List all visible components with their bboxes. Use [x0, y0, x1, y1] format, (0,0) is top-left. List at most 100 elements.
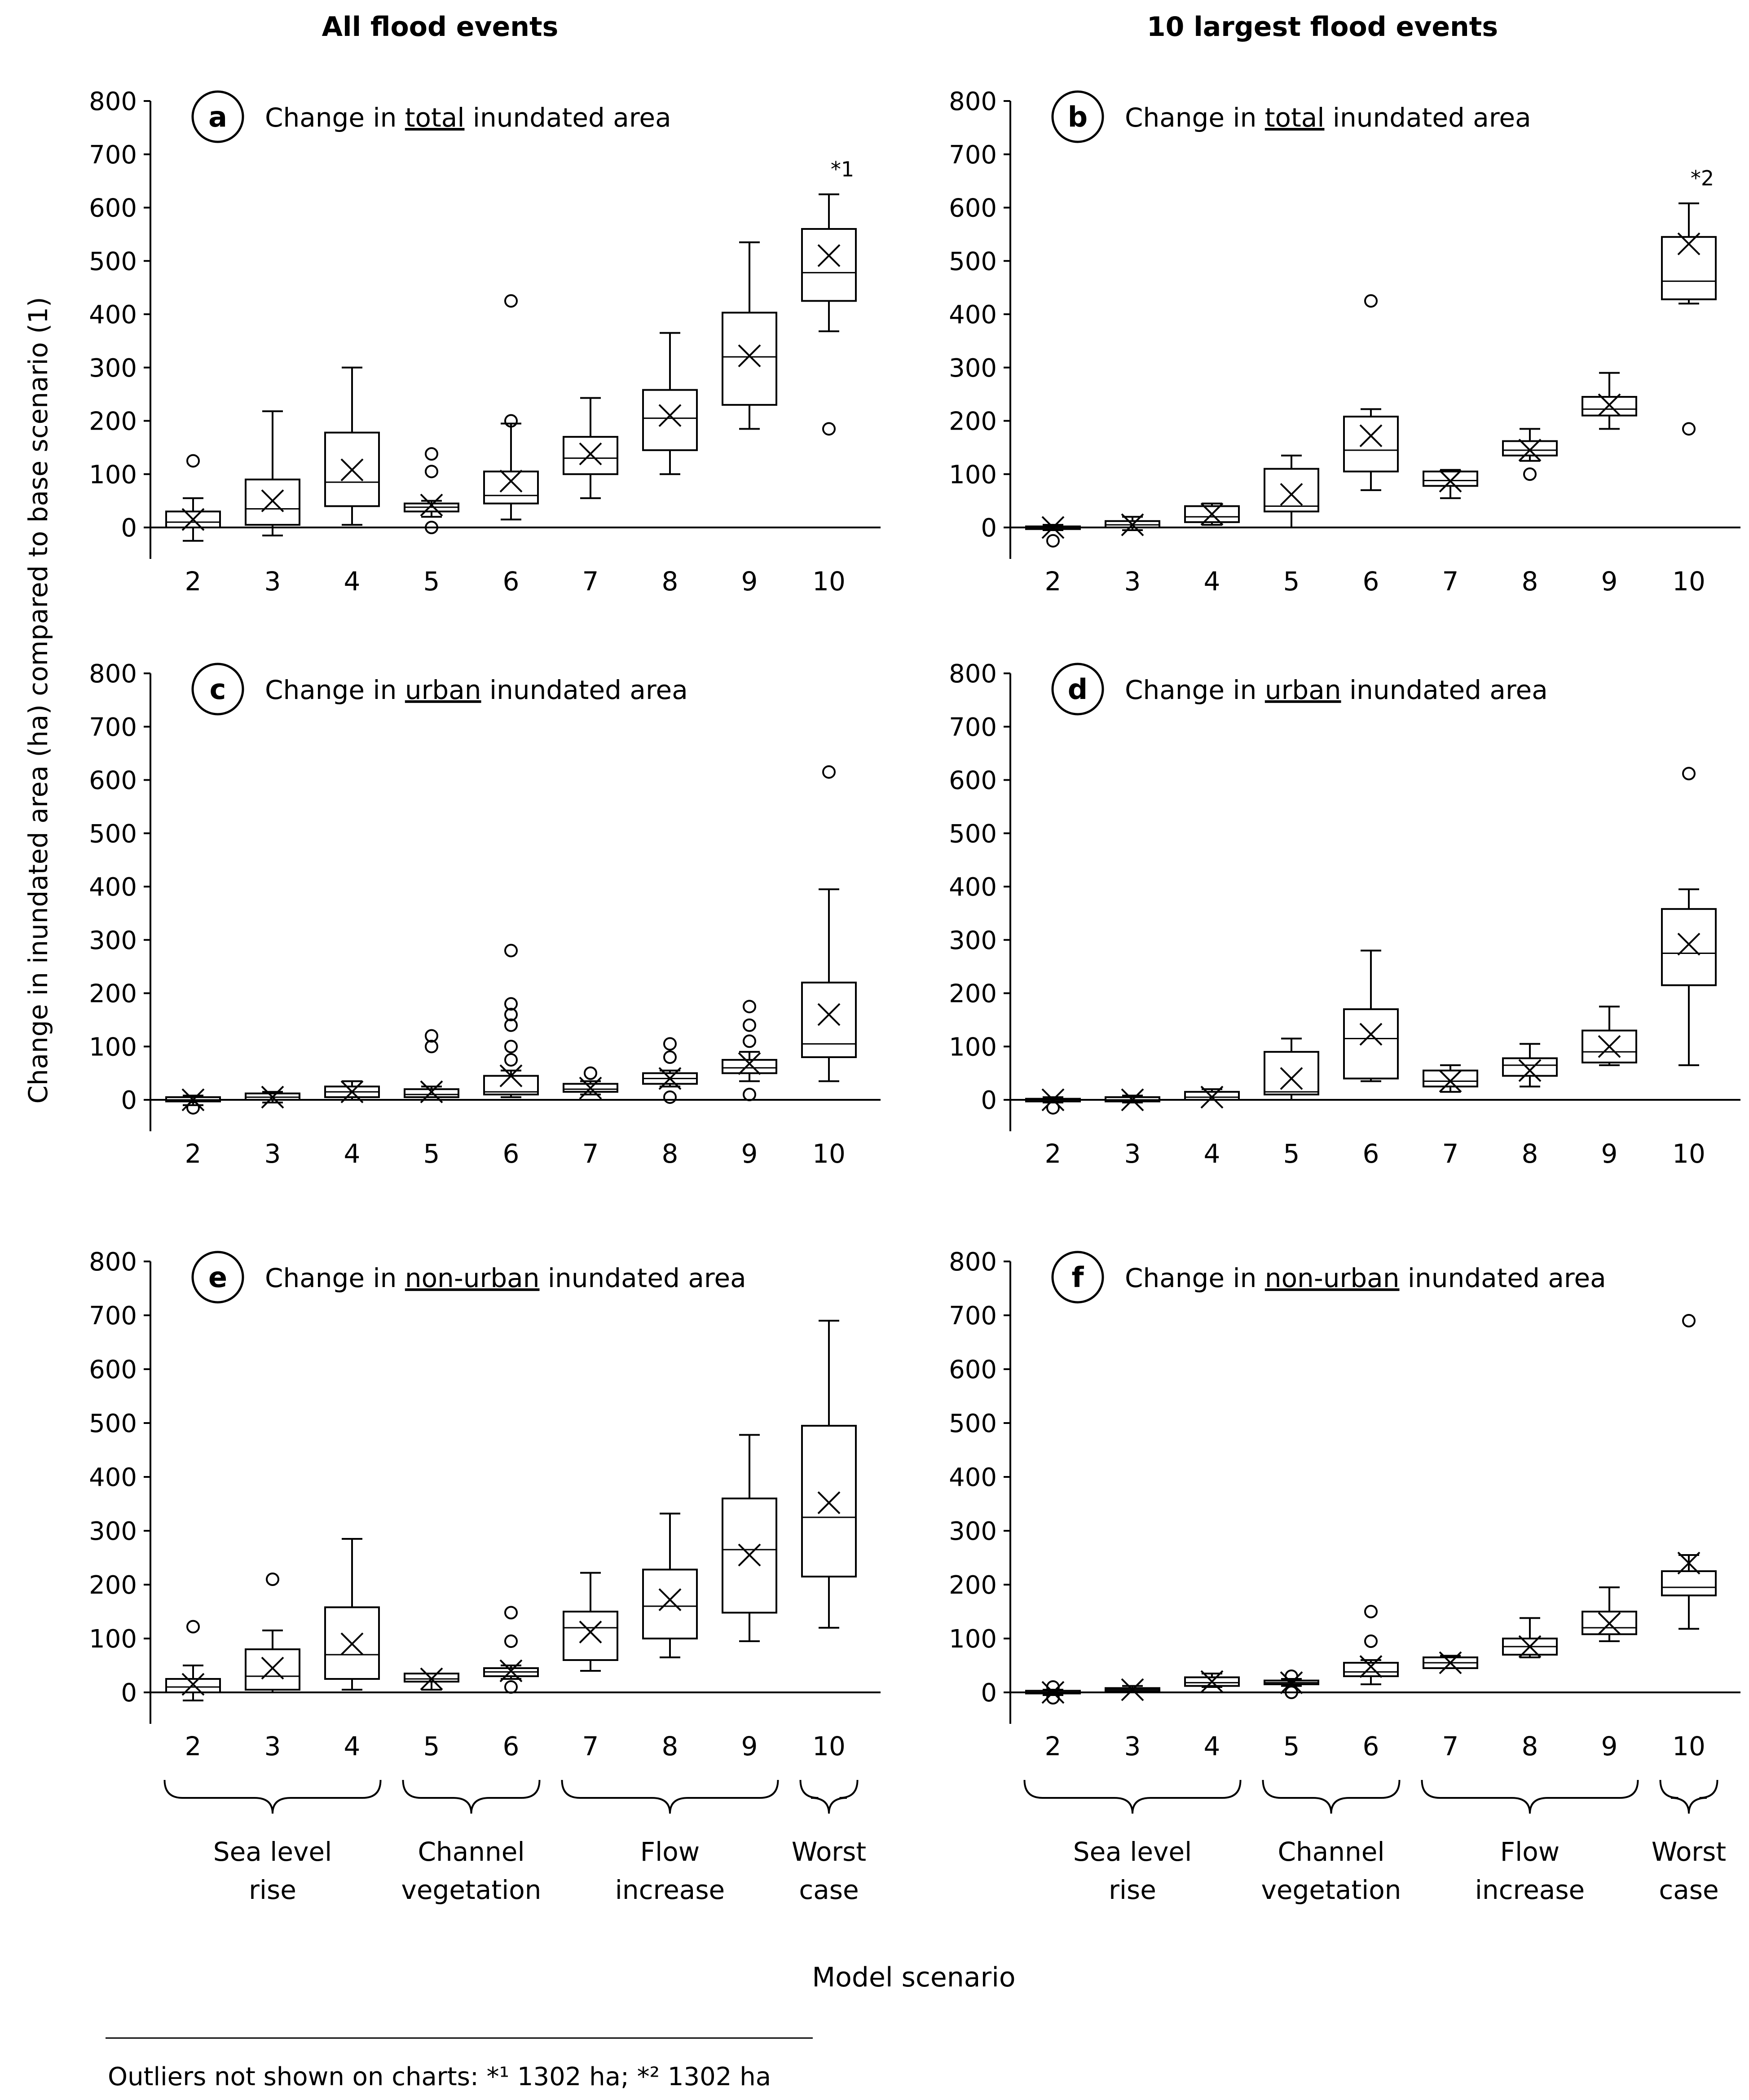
x-tick-label: 4	[1204, 1731, 1220, 1762]
box-10	[1661, 202, 1717, 436]
panel-c: 0 100 200 300 400 500 600 700 800 2 3 4 5 6 7 8 9 10 c Chan…	[89, 659, 881, 1169]
x-tick-label: 4	[344, 566, 361, 597]
outlier-point	[504, 1008, 518, 1021]
box-6	[1343, 294, 1399, 491]
panel-b: 0 100 200 300 400 500 600 700 800 2 3 4 5 6 7 8 9 10 b Chan…	[949, 87, 1740, 597]
box-5	[404, 1667, 459, 1691]
outlier-point	[504, 1018, 518, 1032]
box-iqr	[1661, 236, 1717, 300]
box-10	[1661, 767, 1717, 1066]
y-tick-label: 0	[121, 1678, 137, 1708]
outlier-point	[663, 1050, 677, 1064]
y-tick-label: 0	[981, 514, 997, 543]
x-tick-label: 9	[741, 1731, 758, 1762]
box-4	[324, 1080, 380, 1103]
panel-letter: f	[1072, 1261, 1084, 1294]
outlier-point	[584, 1066, 597, 1080]
panel-a: 0 100 200 300 400 500 600 700 800 2 3 4 5 6 7 8 9 10 a Chan…	[89, 87, 881, 597]
box-mean-marker	[1518, 439, 1542, 462]
x-tick-label: 3	[264, 1138, 281, 1169]
box-mean-marker	[1598, 1035, 1621, 1058]
x-tick-label: 5	[1283, 1138, 1300, 1169]
box-iqr	[404, 1673, 459, 1683]
x-tick-label: 2	[1045, 1731, 1062, 1762]
outlier-point	[1364, 1634, 1378, 1648]
box-iqr	[1343, 1008, 1399, 1080]
x-tick-label: 3	[264, 566, 281, 597]
x-tick-label: 8	[662, 1731, 678, 1762]
y-tick-label: 300	[89, 354, 137, 383]
box-7	[1423, 1064, 1478, 1093]
box-iqr	[1661, 908, 1717, 986]
x-tick-label: 9	[1601, 1138, 1618, 1169]
group-label: rise	[249, 1875, 296, 1905]
y-tick-label: 400	[949, 300, 997, 329]
y-tick-label: 300	[89, 1517, 137, 1546]
x-tick-label: 7	[1442, 1731, 1459, 1762]
x-tick-label: 2	[185, 566, 202, 597]
box-9	[1582, 372, 1637, 430]
outlier-point	[1682, 422, 1696, 436]
x-tick-label: 7	[582, 1731, 599, 1762]
group-brace	[1262, 1779, 1401, 1814]
panel-title: Change in urban inundated area	[1125, 675, 1548, 705]
group-brace	[402, 1779, 541, 1814]
y-tick-label: 800	[89, 1248, 137, 1277]
y-tick-label: 800	[89, 87, 137, 116]
outlier-annotation: *2	[1691, 166, 1714, 190]
y-tick-label: 500	[89, 819, 137, 848]
box-10	[801, 765, 857, 1082]
box-mean-marker	[1359, 1655, 1383, 1678]
box-iqr	[404, 1088, 459, 1098]
box-mean-marker	[261, 1085, 284, 1109]
y-tick-label: 800	[949, 1248, 997, 1277]
x-tick-label: 8	[662, 566, 678, 597]
box-mean-marker	[420, 1667, 443, 1691]
box-iqr	[1661, 1570, 1717, 1596]
y-tick-label: 800	[949, 659, 997, 689]
y-tick-label: 500	[949, 819, 997, 848]
box-mean-marker	[340, 1080, 364, 1103]
outlier-point	[504, 1606, 518, 1620]
box-7	[1423, 1651, 1478, 1674]
x-tick-label: 10	[812, 1731, 846, 1762]
box-mean-marker	[340, 1632, 364, 1656]
y-tick-label: 600	[89, 766, 137, 795]
box-iqr	[1264, 468, 1319, 513]
outlier-point	[1364, 294, 1378, 308]
y-tick-label: 0	[121, 1086, 137, 1115]
outlier-point	[743, 1018, 756, 1032]
y-tick-label: 200	[89, 980, 137, 1009]
x-tick-label: 4	[1204, 1138, 1220, 1169]
group-label: case	[799, 1875, 859, 1905]
box-mean-marker	[658, 404, 682, 427]
box-iqr	[722, 1059, 777, 1074]
x-tick-label: 2	[185, 1731, 202, 1762]
y-tick-label: 200	[949, 407, 997, 436]
group-label: case	[1659, 1875, 1718, 1905]
panel-title: Change in total inundated area	[265, 102, 671, 133]
x-tick-label: 3	[1124, 1138, 1141, 1169]
box-iqr	[801, 1425, 857, 1577]
x-tick-label: 3	[264, 1731, 281, 1762]
x-tick-label: 9	[1601, 1731, 1618, 1762]
x-tick-label: 6	[503, 566, 520, 597]
box-4	[324, 366, 380, 526]
panel-title: Change in urban inundated area	[265, 675, 688, 705]
y-tick-label: 200	[89, 1571, 137, 1600]
x-axis-label: Model scenario	[812, 1962, 1015, 1993]
outlier-point	[504, 1680, 518, 1694]
box-mean-marker	[1677, 932, 1701, 956]
box-mean-marker	[658, 1067, 682, 1090]
outlier-point	[743, 1088, 756, 1102]
box-2	[165, 1088, 221, 1115]
y-tick-label: 300	[949, 926, 997, 955]
box-mean-marker	[181, 1673, 205, 1696]
y-tick-label: 400	[89, 873, 137, 902]
panel-letter-circle	[1051, 1251, 1104, 1304]
box-7	[563, 397, 618, 499]
group-brace	[163, 1779, 382, 1814]
box-5	[1264, 1037, 1319, 1101]
y-tick-label: 100	[89, 460, 137, 489]
box-5	[404, 1029, 459, 1103]
